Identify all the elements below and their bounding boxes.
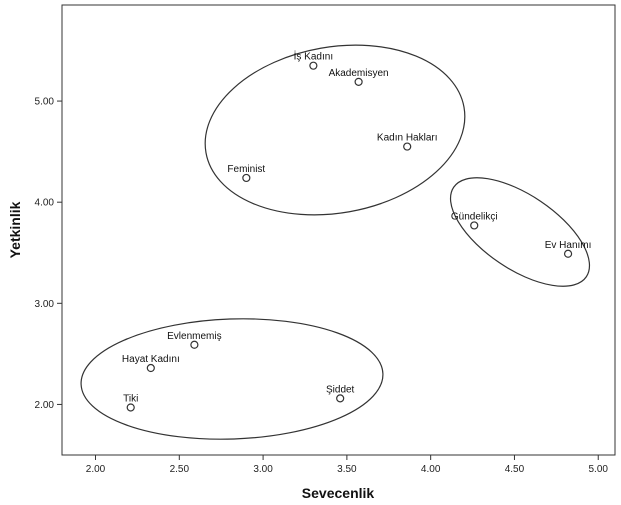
data-point <box>403 142 412 151</box>
x-axis-title: Sevecenlik <box>302 485 375 501</box>
data-label: Şiddet <box>326 384 355 395</box>
data-point <box>190 340 199 349</box>
x-tick-label: 2.50 <box>170 464 190 475</box>
data-label: İş Kadını <box>294 50 333 63</box>
cluster-ellipse-bottom <box>80 318 384 440</box>
data-point <box>309 61 318 70</box>
y-tick-label: 4.00 <box>35 198 55 209</box>
data-point <box>242 173 251 183</box>
y-axis: 2.00 3.00 4.00 5.00 <box>35 97 62 411</box>
data-label: Feminist <box>227 164 265 175</box>
data-point <box>126 403 135 412</box>
data-point <box>146 363 155 373</box>
x-tick-label: 3.50 <box>337 464 357 475</box>
data-label: Ev Hanımı <box>545 240 592 251</box>
x-tick-label: 5.00 <box>589 464 609 475</box>
data-point <box>354 77 363 86</box>
cluster-ellipses <box>80 44 591 440</box>
y-axis-title: Yetkinlik <box>7 201 23 258</box>
x-tick-label: 4.50 <box>505 464 525 475</box>
data-label: Evlenmemiş <box>167 331 221 342</box>
x-tick-label: 4.00 <box>421 464 441 475</box>
data-label: Kadın Hakları <box>377 133 438 144</box>
data-label: Gündelikçi <box>451 211 498 222</box>
data-point <box>470 221 479 230</box>
data-point <box>563 249 573 258</box>
x-tick-label: 2.00 <box>86 464 106 475</box>
cluster-ellipse-right <box>449 177 591 287</box>
data-label: Tiki <box>123 393 138 404</box>
data-label: Hayat Kadını <box>122 354 180 365</box>
y-tick-label: 2.00 <box>35 400 55 411</box>
plot-frame <box>61 4 616 456</box>
data-points: İş Kadını Akademisyen Kadın Hakları Feminis… <box>122 50 592 412</box>
cluster-ellipse-top <box>204 44 466 216</box>
x-tick-label: 3.00 <box>253 464 273 475</box>
data-point <box>336 394 345 403</box>
x-axis: 2.00 2.50 3.00 3.50 4.00 4.50 5.00 <box>86 455 609 475</box>
y-tick-label: 3.00 <box>35 299 55 310</box>
y-tick-label: 5.00 <box>35 97 55 108</box>
data-label: Akademisyen <box>329 68 389 79</box>
